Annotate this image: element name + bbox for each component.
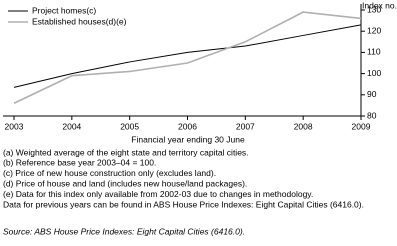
legend-label: Project homes(c)	[32, 5, 96, 15]
y-tick-label: 100	[367, 68, 381, 78]
y-tick-label: 80	[367, 110, 377, 120]
x-tick-label: 2008	[294, 121, 313, 131]
x-tick-label: 2004	[62, 121, 81, 131]
x-tick-label: 2007	[236, 121, 255, 131]
y-tick-label: 90	[367, 89, 377, 99]
series-line	[13, 11, 362, 105]
footnote: Data for previous years can be found in …	[3, 199, 364, 209]
footnote: (c) Price of new house construction only…	[3, 168, 216, 178]
y-tick-label: 130	[367, 4, 381, 14]
series-line	[13, 24, 362, 88]
x-tick-label: 2003	[5, 121, 24, 131]
x-axis-label: Financial year ending 30 June	[131, 134, 245, 144]
source: Source: ABS House Price Indexes: Eight C…	[3, 226, 245, 236]
footnote: (d) Price of house and land (includes ne…	[3, 178, 247, 188]
footnote: (a) Weighted average of the eight state …	[3, 147, 249, 157]
legend-label: Established houses(d)(e)	[32, 16, 127, 26]
x-tick-label: 2009	[352, 121, 371, 131]
footnote: (b) Reference base year 2003–04 = 100.	[3, 158, 156, 168]
y-tick-label: 120	[367, 25, 381, 35]
x-tick-label: 2005	[120, 121, 139, 131]
footnote: (e) Data for this index only available f…	[3, 189, 313, 199]
y-axis-label: Index no.(b)	[362, 0, 397, 10]
x-tick-label: 2006	[178, 121, 197, 131]
y-tick-label: 110	[367, 47, 381, 57]
